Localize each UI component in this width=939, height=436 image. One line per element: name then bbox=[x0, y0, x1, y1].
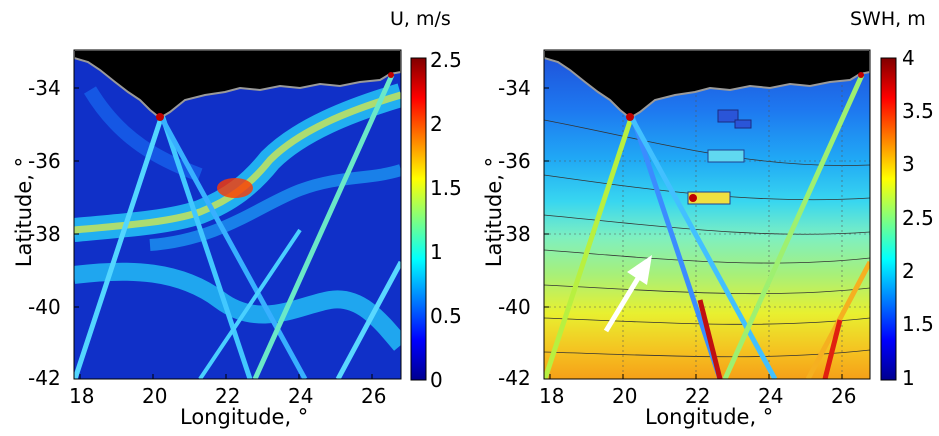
right-x-tick: 22 bbox=[685, 384, 711, 408]
left-colorbar-title: U, m/s bbox=[390, 8, 451, 30]
right-colorbar-title: SWH, m bbox=[850, 8, 926, 30]
altimeter-track bbox=[159, 114, 253, 379]
left-y-tick: -40 bbox=[28, 295, 61, 319]
right-x-tick: 20 bbox=[612, 384, 638, 408]
left-x-tick: 22 bbox=[215, 384, 241, 408]
left-colorbar bbox=[410, 57, 427, 381]
left-colorbar-tick: 2.5 bbox=[430, 48, 462, 72]
left-y-tick: -34 bbox=[28, 76, 61, 100]
left-x-label: Longitude, ° bbox=[180, 405, 309, 429]
left-y-label: Latitude, ° bbox=[12, 156, 36, 268]
left-x-tick: 24 bbox=[288, 384, 314, 408]
right-y-tick: -38 bbox=[498, 222, 531, 246]
altimeter-track bbox=[544, 114, 635, 379]
right-x-tick: 18 bbox=[539, 384, 565, 408]
right-y-tick: -42 bbox=[498, 366, 531, 390]
left-y-tick: -36 bbox=[28, 149, 61, 173]
right-y-tick: -34 bbox=[498, 76, 531, 100]
left-y-tick: -42 bbox=[28, 366, 61, 390]
altimeter-track bbox=[627, 113, 778, 379]
right-x-label: Longitude, ° bbox=[645, 405, 774, 429]
altimeter-track bbox=[252, 73, 395, 379]
right-map bbox=[543, 49, 871, 380]
land bbox=[544, 50, 870, 120]
current-band bbox=[74, 262, 401, 351]
right-colorbar-tick: 1 bbox=[902, 366, 915, 390]
right-x-tick: 26 bbox=[831, 384, 857, 408]
left-colorbar-tick: 0 bbox=[430, 368, 443, 392]
left-x-tick: 26 bbox=[361, 384, 387, 408]
left-colorbar-tick: 2 bbox=[430, 112, 443, 136]
altimeter-track bbox=[198, 228, 302, 379]
right-y-label: Latitude, ° bbox=[482, 156, 506, 268]
left-x-tick: 20 bbox=[142, 384, 168, 408]
wave-direction-arrow bbox=[603, 255, 652, 333]
left-colorbar-tick: 1 bbox=[430, 240, 443, 264]
land bbox=[74, 50, 401, 120]
right-axis-ticks bbox=[544, 87, 843, 380]
right-colorbar-tick: 4 bbox=[902, 46, 915, 70]
right-colorbar-tick: 2 bbox=[902, 259, 915, 283]
current-band bbox=[83, 86, 203, 182]
altimeter-track bbox=[335, 260, 401, 379]
left-map bbox=[73, 49, 402, 380]
contour bbox=[544, 284, 870, 295]
right-colorbar-tick: 3.5 bbox=[902, 99, 934, 123]
altimeter-track bbox=[722, 73, 865, 379]
left-colorbar-tick: 1.5 bbox=[430, 176, 462, 200]
right-colorbar-tick: 1.5 bbox=[902, 312, 934, 336]
right-colorbar bbox=[880, 57, 897, 381]
contour bbox=[544, 349, 870, 358]
left-axis-ticks bbox=[74, 87, 373, 380]
altimeter-track bbox=[629, 114, 723, 379]
right-y-tick: -36 bbox=[498, 149, 531, 173]
left-x-tick: 18 bbox=[69, 384, 95, 408]
right-colorbar-tick: 3 bbox=[902, 152, 915, 176]
left-colorbar-tick: 0.5 bbox=[430, 304, 462, 328]
altimeter-track bbox=[74, 114, 165, 379]
altimeter-track bbox=[157, 113, 308, 379]
left-y-tick: -38 bbox=[28, 222, 61, 246]
right-colorbar-tick: 2.5 bbox=[902, 206, 934, 230]
right-x-tick: 24 bbox=[758, 384, 784, 408]
contour bbox=[544, 214, 870, 235]
right-y-tick: -40 bbox=[498, 295, 531, 319]
